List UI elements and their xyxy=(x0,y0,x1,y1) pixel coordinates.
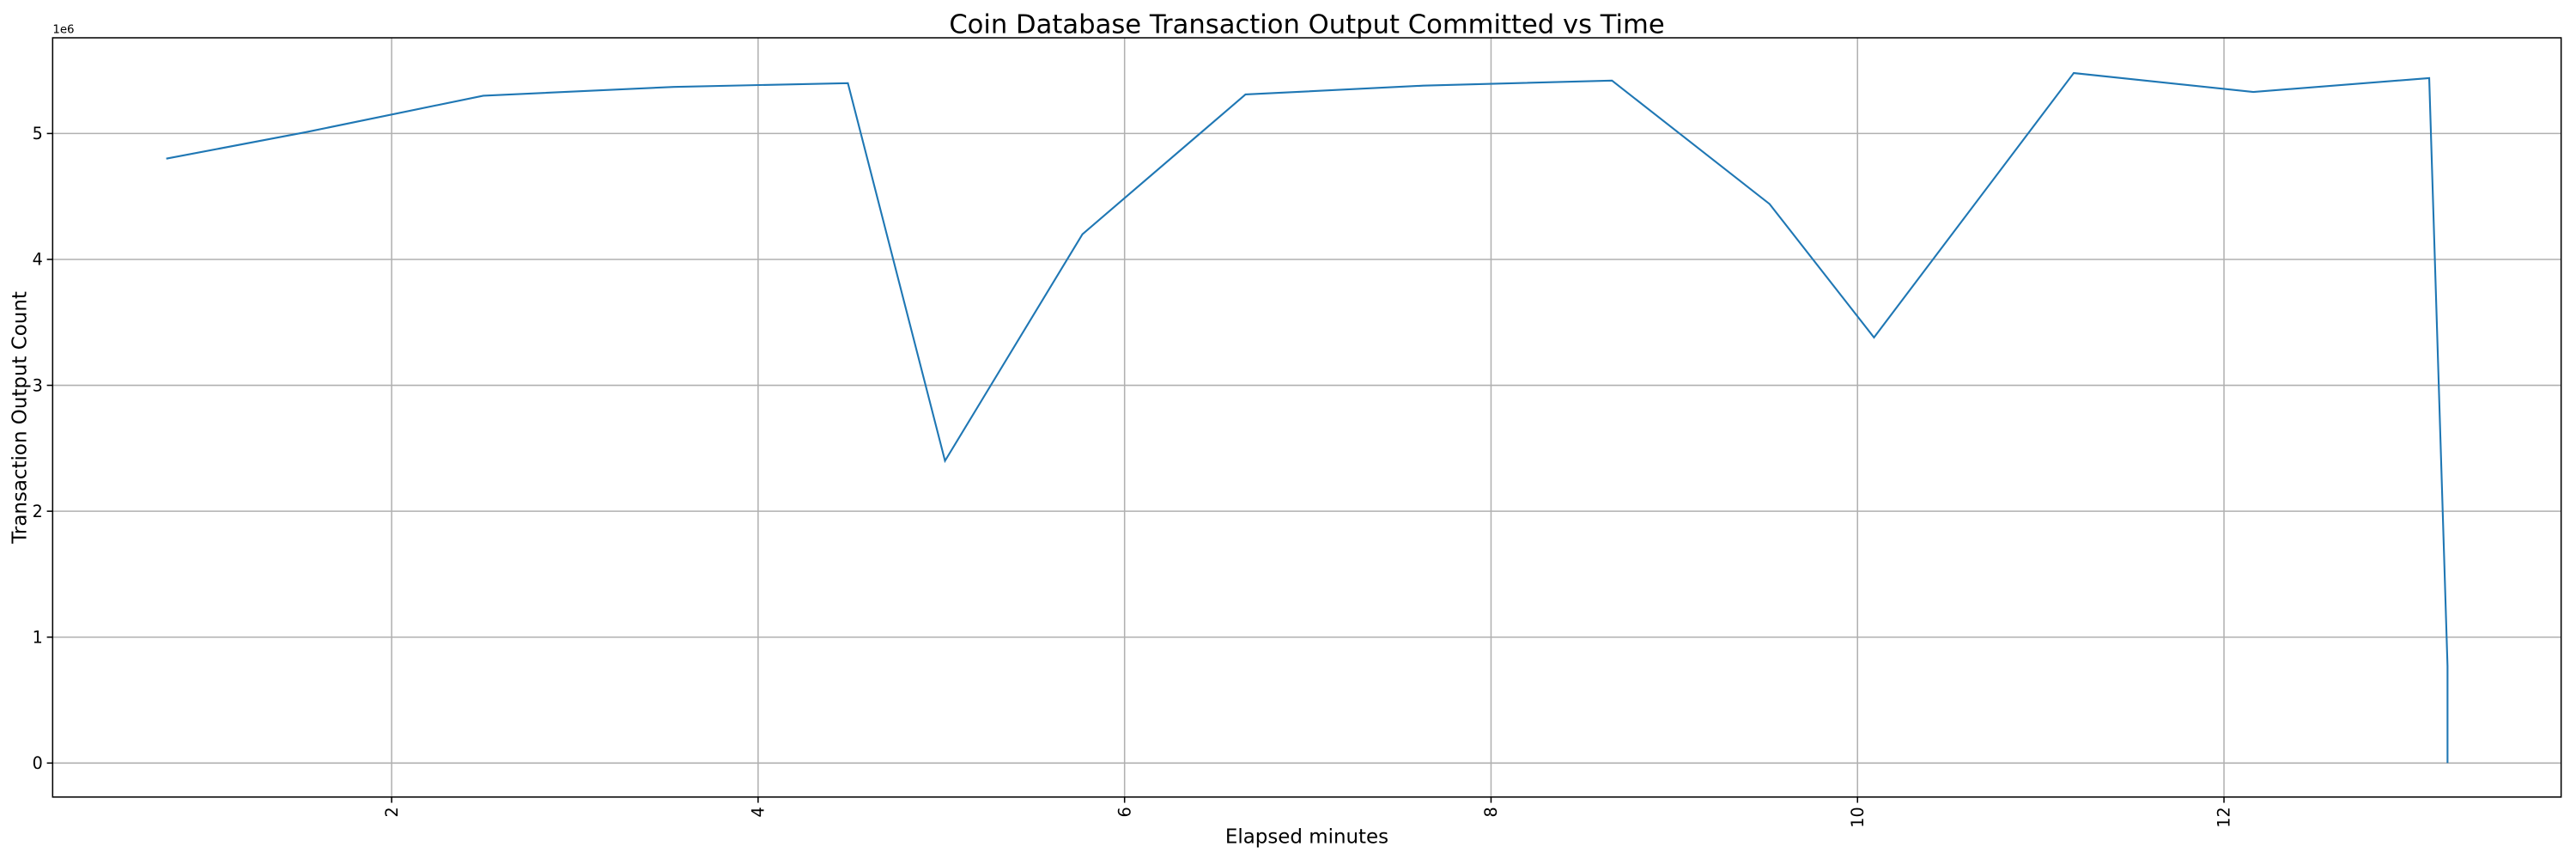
y-tick-label: 4 xyxy=(33,250,43,270)
x-tick-label: 10 xyxy=(1848,807,1868,827)
x-tick-label: 4 xyxy=(749,807,769,817)
series-layer xyxy=(166,71,2449,764)
y-tick-label: 0 xyxy=(33,753,43,773)
y-tick-label: 2 xyxy=(33,502,43,521)
chart-title: Coin Database Transaction Output Committ… xyxy=(949,9,1664,40)
grid xyxy=(52,38,2561,797)
x-tick-label: 8 xyxy=(1481,807,1501,817)
series-line xyxy=(166,71,2449,764)
x-axis-label: Elapsed minutes xyxy=(1225,825,1388,848)
x-tick-label: 2 xyxy=(382,807,402,817)
y-tick-label: 1 xyxy=(33,627,43,647)
y-tick-label: 3 xyxy=(33,375,43,395)
y-axis-label: Transaction Output Count xyxy=(9,291,32,545)
plot-frame xyxy=(52,37,2562,798)
x-tick-label: 12 xyxy=(2215,807,2234,827)
y-tick-label: 5 xyxy=(33,124,43,143)
x-tick-label: 6 xyxy=(1115,807,1134,817)
y-offset-label: 1e6 xyxy=(52,23,74,36)
